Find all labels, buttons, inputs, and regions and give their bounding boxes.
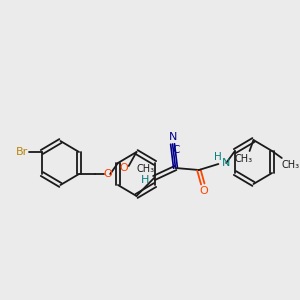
Text: CH₃: CH₃ — [235, 154, 253, 164]
Text: N: N — [168, 132, 177, 142]
Text: O: O — [103, 169, 112, 179]
Text: C: C — [173, 145, 180, 155]
Text: Br: Br — [16, 147, 28, 157]
Text: CH₃: CH₃ — [136, 164, 154, 174]
Text: O: O — [119, 163, 128, 173]
Text: N: N — [222, 158, 231, 168]
Text: H: H — [214, 152, 221, 162]
Text: H: H — [141, 175, 149, 185]
Text: CH₃: CH₃ — [281, 160, 300, 170]
Text: O: O — [200, 186, 208, 196]
